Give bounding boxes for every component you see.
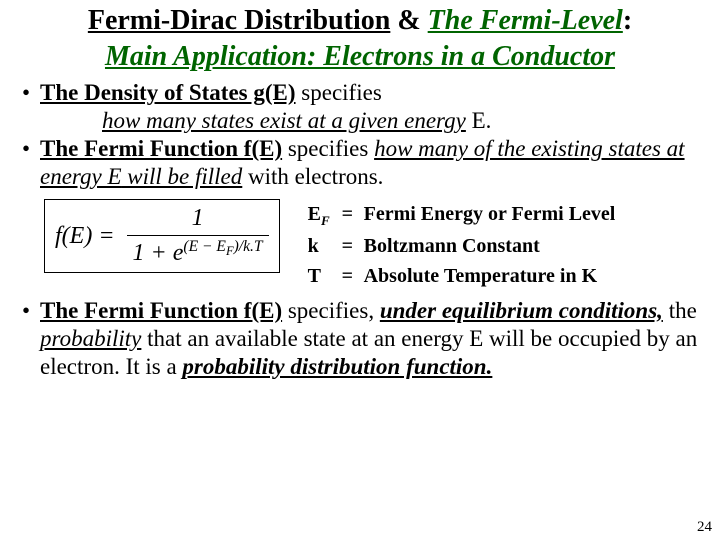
- formula-num: 1: [127, 204, 269, 234]
- den-exp: (E − EF)/k.T: [183, 238, 262, 255]
- content-area: • The Density of States g(E) specifies h…: [0, 73, 720, 381]
- slide-title: Fermi-Dirac Distribution & The Fermi-Lev…: [0, 0, 720, 73]
- bullet-dot: •: [22, 135, 40, 191]
- title-line2: Main Application: Electrons in a Conduct…: [105, 40, 615, 74]
- def2-txt: Boltzmann Constant: [364, 231, 540, 261]
- b3-t2: the: [663, 298, 697, 323]
- title-amp: &: [390, 5, 427, 36]
- definitions: EF = Fermi Energy or Fermi Level k = Bol…: [308, 199, 616, 291]
- def2-sym: k: [308, 231, 342, 261]
- b3-phrase2: probability distribution function.: [182, 354, 492, 379]
- b1-term: The Density of States g(E): [40, 80, 296, 105]
- def-row-3: T = Absolute Temperature in K: [308, 261, 616, 291]
- def1-eq: =: [342, 199, 364, 231]
- def1-sub: F: [321, 213, 330, 228]
- b2-end: with electrons.: [242, 164, 383, 189]
- bullet-1-cont: how many states exist at a given energy …: [102, 107, 698, 135]
- formula-den: 1 + e(E − EF)/k.T: [127, 235, 269, 268]
- formula-lhs: f(E) =: [55, 222, 115, 251]
- b1-end: E.: [466, 108, 492, 133]
- page-number: 24: [697, 519, 712, 536]
- b3-prob: probability: [40, 326, 141, 351]
- b1-rest: specifies: [296, 80, 382, 105]
- b3-phrase1: under equilibrium conditions,: [380, 298, 663, 323]
- b3-term: The Fermi Function f(E): [40, 298, 282, 323]
- bullet-dot: •: [22, 79, 40, 107]
- b3-t1: specifies,: [282, 298, 380, 323]
- bullet-3: • The Fermi Function f(E) specifies, und…: [22, 297, 698, 381]
- title-part1: Fermi-Dirac Distribution: [88, 5, 391, 36]
- formula-fraction: 1 1 + e(E − EF)/k.T: [127, 204, 269, 268]
- def1-txt: Fermi Energy or Fermi Level: [364, 199, 616, 231]
- bullet-2: • The Fermi Function f(E) specifies how …: [22, 135, 698, 191]
- den-pre: 1 + e: [133, 240, 184, 266]
- b1-phrase: how many states exist at a given energy: [102, 108, 466, 133]
- def2-eq: =: [342, 231, 364, 261]
- title-part2: The Fermi-Level: [428, 5, 623, 36]
- def3-sym: T: [308, 261, 342, 291]
- def3-eq: =: [342, 261, 364, 291]
- b2-phrase2: will be filled: [122, 164, 243, 189]
- b2-term: The Fermi Function f(E): [40, 136, 282, 161]
- bullet-1: • The Density of States g(E) specifies: [22, 79, 698, 107]
- def3-txt: Absolute Temperature in K: [364, 261, 598, 291]
- bullet-dot: •: [22, 297, 40, 381]
- def1-sym: E: [308, 203, 321, 225]
- def-row-1: EF = Fermi Energy or Fermi Level: [308, 199, 616, 231]
- b2-rest: specifies: [282, 136, 374, 161]
- title-colon: :: [623, 5, 632, 36]
- def-row-2: k = Boltzmann Constant: [308, 231, 616, 261]
- formula-box: f(E) = 1 1 + e(E − EF)/k.T: [44, 199, 280, 273]
- equation-row: f(E) = 1 1 + e(E − EF)/k.T EF = Fermi En…: [22, 199, 698, 291]
